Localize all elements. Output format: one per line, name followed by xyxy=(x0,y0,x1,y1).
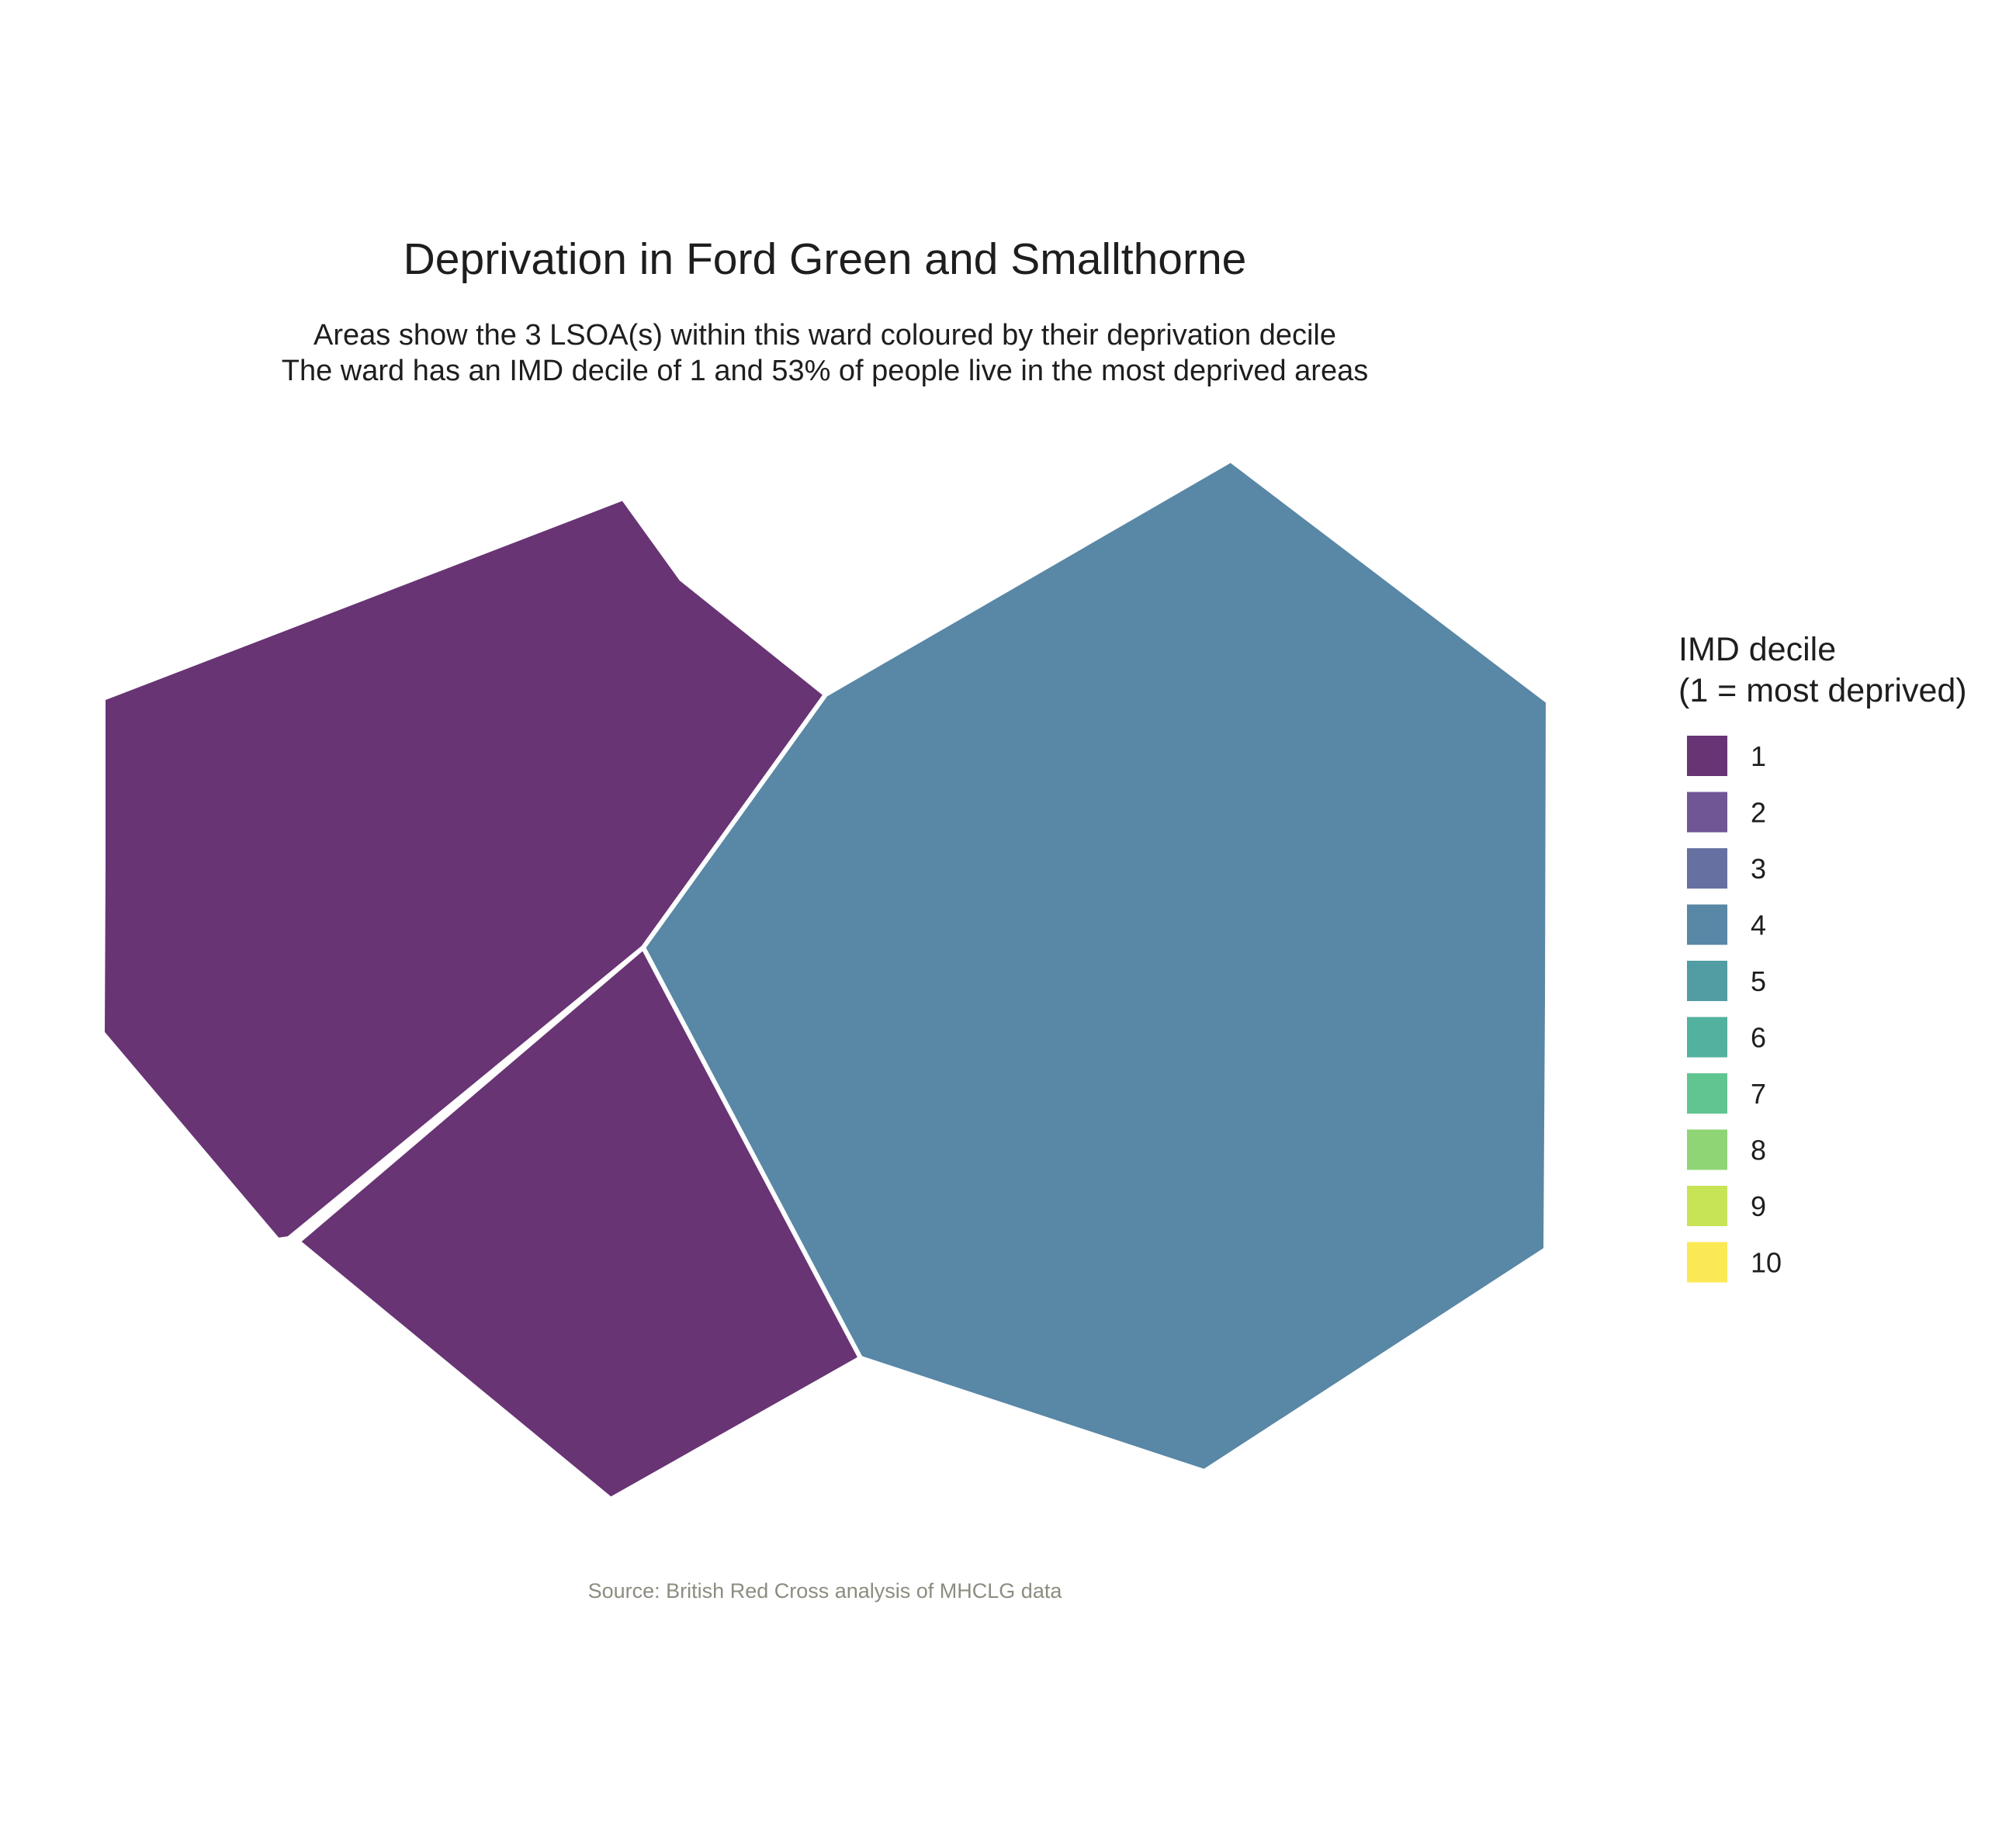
legend-title-line-2: (1 = most deprived) xyxy=(1678,672,1967,709)
legend-key-9 xyxy=(1687,1186,1727,1226)
legend-key-4 xyxy=(1687,904,1727,945)
legend-label-8: 8 xyxy=(1751,1135,1766,1166)
legend-label-6: 6 xyxy=(1751,1022,1766,1054)
legend-key-3 xyxy=(1687,848,1727,889)
lsoa-area-east xyxy=(641,458,1550,1474)
legend-label-5: 5 xyxy=(1751,965,1766,997)
legend-label-7: 7 xyxy=(1751,1078,1766,1110)
map-areas xyxy=(100,458,1550,1502)
legend-key-2 xyxy=(1687,792,1727,833)
map-title: Deprivation in Ford Green and Smallthorn… xyxy=(404,234,1247,284)
legend-key-7 xyxy=(1687,1073,1727,1114)
legend-key-6 xyxy=(1687,1017,1727,1058)
legend-items: 1 2 3 4 5 6 7 8 9 10 xyxy=(1687,736,1782,1283)
legend: IMD decile (1 = most deprived) 1 2 3 4 5 6 7 8 9… xyxy=(1678,631,1967,1283)
legend-label-9: 9 xyxy=(1751,1190,1766,1222)
legend-key-1 xyxy=(1687,736,1727,776)
map-subtitle-line-1: Areas show the 3 LSOA(s) within this war… xyxy=(313,319,1336,352)
lsoa-area-north-west xyxy=(100,496,828,1242)
legend-label-3: 3 xyxy=(1751,853,1766,885)
legend-label-4: 4 xyxy=(1751,910,1766,941)
map-caption: Source: British Red Cross analysis of MH… xyxy=(588,1579,1063,1603)
legend-key-10 xyxy=(1687,1242,1727,1283)
legend-key-8 xyxy=(1687,1129,1727,1170)
map-subtitle-line-2: The ward has an IMD decile of 1 and 53% … xyxy=(282,355,1368,387)
legend-label-2: 2 xyxy=(1751,797,1766,829)
legend-label-1: 1 xyxy=(1751,740,1766,772)
legend-key-5 xyxy=(1687,961,1727,1001)
legend-label-10: 10 xyxy=(1751,1247,1782,1279)
legend-title-line-1: IMD decile xyxy=(1678,631,1836,668)
